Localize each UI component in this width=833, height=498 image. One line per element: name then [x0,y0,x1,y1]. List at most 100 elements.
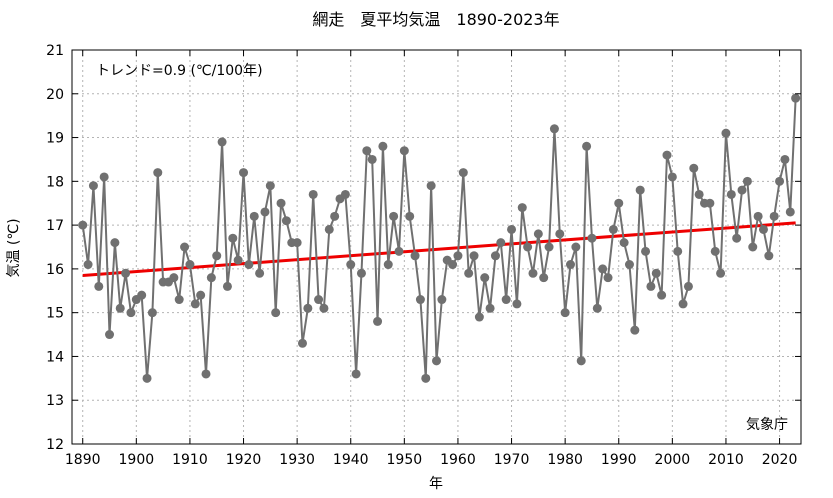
data-point [507,224,517,234]
x-tick-label: 1950 [387,452,423,468]
data-point [694,189,704,199]
data-point [732,233,742,243]
x-tick-label: 1970 [494,452,530,468]
x-tick-label: 1920 [226,452,262,468]
data-point [319,303,329,313]
y-tick-label: 21 [46,43,64,59]
y-tick-label: 14 [46,349,64,365]
y-tick-label: 17 [46,218,64,234]
data-point [555,229,565,239]
data-point [292,238,302,248]
data-point [255,268,265,278]
data-point [212,251,222,261]
chart-title: 網走 夏平均気温 1890-2023年 [312,10,559,29]
data-point [742,176,752,186]
data-point [775,176,785,186]
data-point [512,299,522,309]
data-point [683,281,693,291]
data-point [196,290,206,300]
data-point [566,260,576,270]
data-point [383,260,393,270]
data-point [437,295,447,305]
data-point [233,255,243,265]
data-point [641,246,651,256]
data-point [389,211,399,221]
data-point [769,211,779,221]
data-point [646,281,656,291]
data-point [614,198,624,208]
data-point [453,251,463,261]
data-point [394,246,404,256]
data-point [244,260,254,270]
data-point [726,189,736,199]
data-point [576,356,586,366]
data-point [217,137,227,147]
data-point [485,303,495,313]
data-point [651,268,661,278]
data-point [673,246,683,256]
data-point [239,168,249,178]
x-tick-label: 1910 [172,452,208,468]
data-point [758,224,768,234]
data-point [764,251,774,261]
plot-frame [71,49,802,445]
data-point [367,154,377,164]
data-point [721,128,731,138]
data-point [190,299,200,309]
data-point [169,273,179,283]
data-point [78,220,88,230]
data-point [142,373,152,383]
data-point [415,295,425,305]
data-point [276,198,286,208]
data-point [297,338,307,348]
data-point [356,268,366,278]
data-point [678,299,688,309]
data-point [523,242,533,252]
data-point [598,264,608,274]
data-point [147,308,157,318]
data-point [281,216,291,226]
data-point [624,260,634,270]
data-point [528,268,538,278]
data-point [791,93,801,103]
data-point [517,203,527,213]
data-point [206,273,216,283]
data-point [137,290,147,300]
trend-annotation: トレンド=0.9 (℃/100年) [96,63,263,79]
x-tick-label: 1900 [119,452,155,468]
data-point [619,238,629,248]
data-point [378,141,388,151]
y-axis: 12 13 14 15 16 17 18 19 20 21 [46,43,801,453]
y-tick-label: 12 [46,437,64,453]
data-point [340,189,350,199]
data-point [539,273,549,283]
y-tick-label: 19 [46,131,64,147]
data-point [785,207,795,217]
data-point [716,268,726,278]
data-point [480,273,490,283]
data-point [373,316,383,326]
y-tick-label: 20 [46,87,64,103]
data-point [603,273,613,283]
data-point [448,260,458,270]
data-point [630,325,640,335]
data-point [780,154,790,164]
data-point [324,224,334,234]
data-point [362,146,372,156]
data-point [121,268,131,278]
data-point [88,181,98,191]
y-axis-label: 気温 (℃) [6,218,22,277]
data-point [222,281,232,291]
data-point [474,312,484,322]
x-tick-label: 1960 [440,452,476,468]
x-tick-label: 2000 [655,452,691,468]
data-point [346,260,356,270]
y-tick-label: 18 [46,174,64,190]
data-point [635,185,645,195]
x-axis-label: 年 [429,476,443,492]
data-point [351,369,361,379]
data-point [592,303,602,313]
data-point [544,242,554,252]
data-point [421,373,431,383]
data-point [689,163,699,173]
